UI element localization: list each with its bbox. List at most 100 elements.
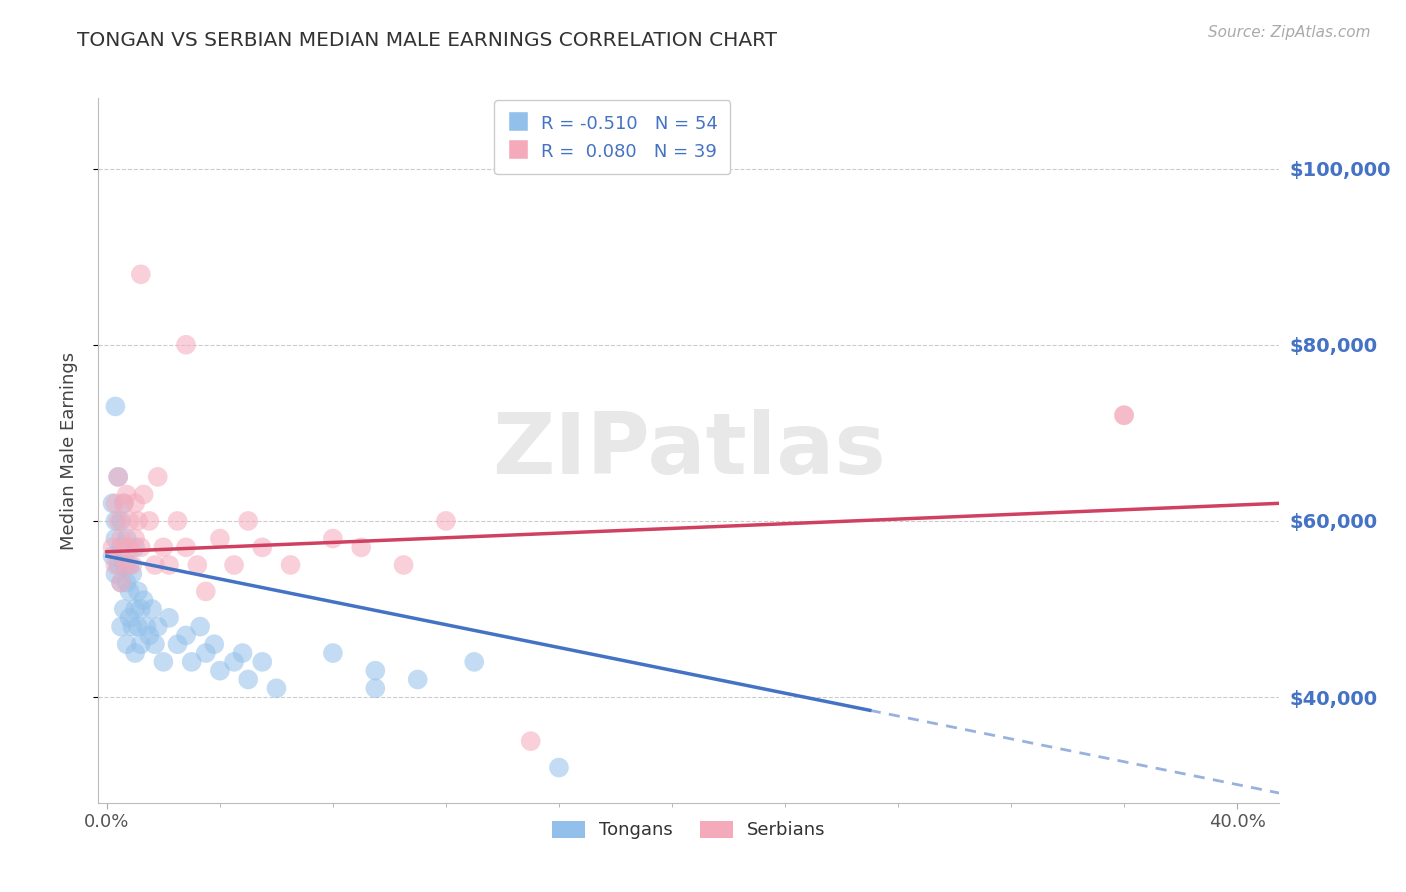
Point [110, 575, 132, 590]
Point [129, 637, 152, 651]
Point [124, 496, 146, 510]
Point [174, 628, 197, 642]
Point [157, 611, 180, 625]
Point [118, 558, 141, 572]
Point [322, 646, 344, 660]
Point [143, 558, 166, 572]
Point [107, 470, 129, 484]
Point [194, 646, 217, 660]
Text: Source: ZipAtlas.com: Source: ZipAtlas.com [1208, 25, 1371, 40]
Point [129, 541, 152, 555]
Point [548, 760, 571, 774]
Point [157, 558, 180, 572]
Point [434, 514, 457, 528]
Point [104, 514, 127, 528]
Point [124, 541, 146, 555]
Point [152, 655, 174, 669]
Point [364, 681, 387, 696]
Point [152, 541, 174, 555]
Point [121, 558, 143, 572]
Point [180, 655, 202, 669]
Point [124, 646, 146, 660]
Point [222, 558, 245, 572]
Point [104, 566, 127, 581]
Point [118, 514, 141, 528]
Point [174, 338, 197, 352]
Point [222, 655, 245, 669]
Point [143, 637, 166, 651]
Point [138, 628, 160, 642]
Point [115, 558, 138, 572]
Point [1112, 409, 1135, 423]
Point [129, 602, 152, 616]
Text: ZIPatlas: ZIPatlas [492, 409, 886, 492]
Point [121, 620, 143, 634]
Point [121, 566, 143, 581]
Point [132, 593, 155, 607]
Point [135, 620, 157, 634]
Point [166, 514, 188, 528]
Point [110, 532, 132, 546]
Point [104, 558, 127, 572]
Point [104, 496, 127, 510]
Point [238, 514, 260, 528]
Point [110, 514, 132, 528]
Y-axis label: Median Male Earnings: Median Male Earnings [59, 351, 77, 549]
Point [112, 602, 135, 616]
Point [129, 268, 152, 282]
Point [238, 673, 260, 687]
Point [202, 637, 225, 651]
Point [112, 541, 135, 555]
Point [107, 514, 129, 528]
Point [186, 558, 208, 572]
Point [124, 532, 146, 546]
Point [112, 558, 135, 572]
Point [101, 496, 124, 510]
Point [519, 734, 541, 748]
Point [146, 470, 169, 484]
Point [107, 470, 129, 484]
Point [115, 532, 138, 546]
Point [266, 681, 288, 696]
Point [110, 620, 132, 634]
Point [127, 584, 149, 599]
Point [252, 541, 274, 555]
Point [112, 496, 135, 510]
Point [208, 664, 231, 678]
Point [115, 575, 138, 590]
Point [112, 496, 135, 510]
Point [141, 602, 163, 616]
Point [118, 611, 141, 625]
Point [194, 584, 217, 599]
Point [107, 558, 129, 572]
Point [101, 549, 124, 564]
Point [115, 487, 138, 501]
Point [463, 655, 485, 669]
Point [124, 602, 146, 616]
Point [138, 514, 160, 528]
Point [406, 673, 429, 687]
Point [104, 400, 127, 414]
Point [146, 620, 169, 634]
Point [1112, 409, 1135, 423]
Point [208, 532, 231, 546]
Point [392, 558, 415, 572]
Point [127, 620, 149, 634]
Point [280, 558, 302, 572]
Legend: Tongans, Serbians: Tongans, Serbians [546, 814, 832, 847]
Point [364, 664, 387, 678]
Point [322, 532, 344, 546]
Point [110, 541, 132, 555]
Point [104, 532, 127, 546]
Point [132, 487, 155, 501]
Point [118, 584, 141, 599]
Point [115, 637, 138, 651]
Point [166, 637, 188, 651]
Text: TONGAN VS SERBIAN MEDIAN MALE EARNINGS CORRELATION CHART: TONGAN VS SERBIAN MEDIAN MALE EARNINGS C… [77, 31, 778, 50]
Point [350, 541, 373, 555]
Point [110, 575, 132, 590]
Point [188, 620, 211, 634]
Point [118, 541, 141, 555]
Point [101, 541, 124, 555]
Point [231, 646, 253, 660]
